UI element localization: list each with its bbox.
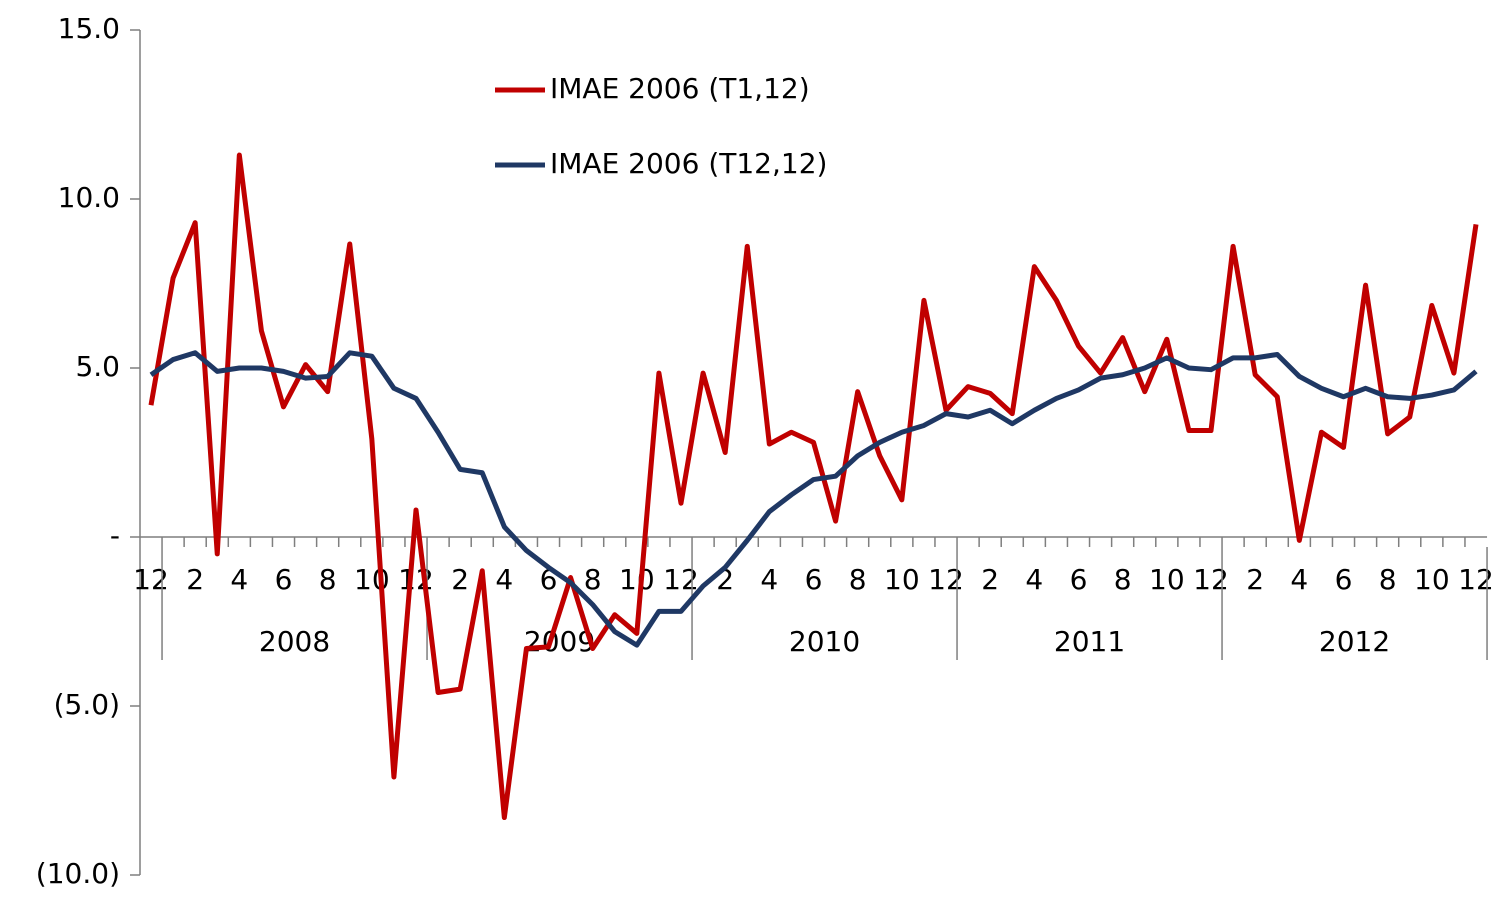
x-tick-label: 12 bbox=[663, 563, 699, 596]
x-tick-label: 8 bbox=[849, 563, 867, 596]
x-tick-label: 4 bbox=[495, 563, 513, 596]
x-tick-label: 2 bbox=[451, 563, 469, 596]
x-tick-label: 8 bbox=[1379, 563, 1397, 596]
x-tick-label: 8 bbox=[319, 563, 337, 596]
x-tick-label: 10 bbox=[884, 563, 920, 596]
y-tick-label: 15.0 bbox=[58, 12, 120, 45]
legend-label: IMAE 2006 (T12,12) bbox=[550, 147, 827, 180]
x-tick-label: 8 bbox=[584, 563, 602, 596]
y-tick-label: (10.0) bbox=[36, 857, 120, 890]
x-tick-label: 10 bbox=[1149, 563, 1185, 596]
x-tick-label: 6 bbox=[1335, 563, 1353, 596]
legend-label: IMAE 2006 (T1,12) bbox=[550, 72, 810, 105]
group-label: 2012 bbox=[1319, 625, 1390, 658]
group-label: 2008 bbox=[259, 625, 330, 658]
y-tick-label: (5.0) bbox=[54, 688, 120, 721]
x-tick-label: 2 bbox=[981, 563, 999, 596]
x-tick-label: 4 bbox=[1290, 563, 1308, 596]
group-label: 2010 bbox=[789, 625, 860, 658]
x-tick-label: 6 bbox=[275, 563, 293, 596]
x-tick-label: 10 bbox=[354, 563, 390, 596]
x-tick-label: 12 bbox=[133, 563, 169, 596]
x-tick-label: 4 bbox=[230, 563, 248, 596]
x-tick-label: 12 bbox=[398, 563, 434, 596]
x-tick-label: 6 bbox=[805, 563, 823, 596]
y-tick-label: 5.0 bbox=[75, 350, 120, 383]
x-tick-label: 4 bbox=[760, 563, 778, 596]
x-tick-label: 2 bbox=[186, 563, 204, 596]
series-line bbox=[149, 350, 1478, 648]
x-tick-label: 12 bbox=[928, 563, 964, 596]
x-tick-label: 12 bbox=[1458, 563, 1494, 596]
y-tick-label: 10.0 bbox=[58, 181, 120, 214]
x-tick-label: 12 bbox=[1193, 563, 1229, 596]
x-tick-label: 4 bbox=[1025, 563, 1043, 596]
x-tick-label: 6 bbox=[1070, 563, 1088, 596]
y-tick-label: - bbox=[110, 519, 120, 552]
x-tick-label: 10 bbox=[619, 563, 655, 596]
group-label: 2011 bbox=[1054, 625, 1125, 658]
series-line bbox=[148, 152, 1479, 821]
x-tick-label: 10 bbox=[1414, 563, 1450, 596]
group-label: 2009 bbox=[524, 625, 595, 658]
x-tick-label: 2 bbox=[1246, 563, 1264, 596]
x-tick-label: 8 bbox=[1114, 563, 1132, 596]
